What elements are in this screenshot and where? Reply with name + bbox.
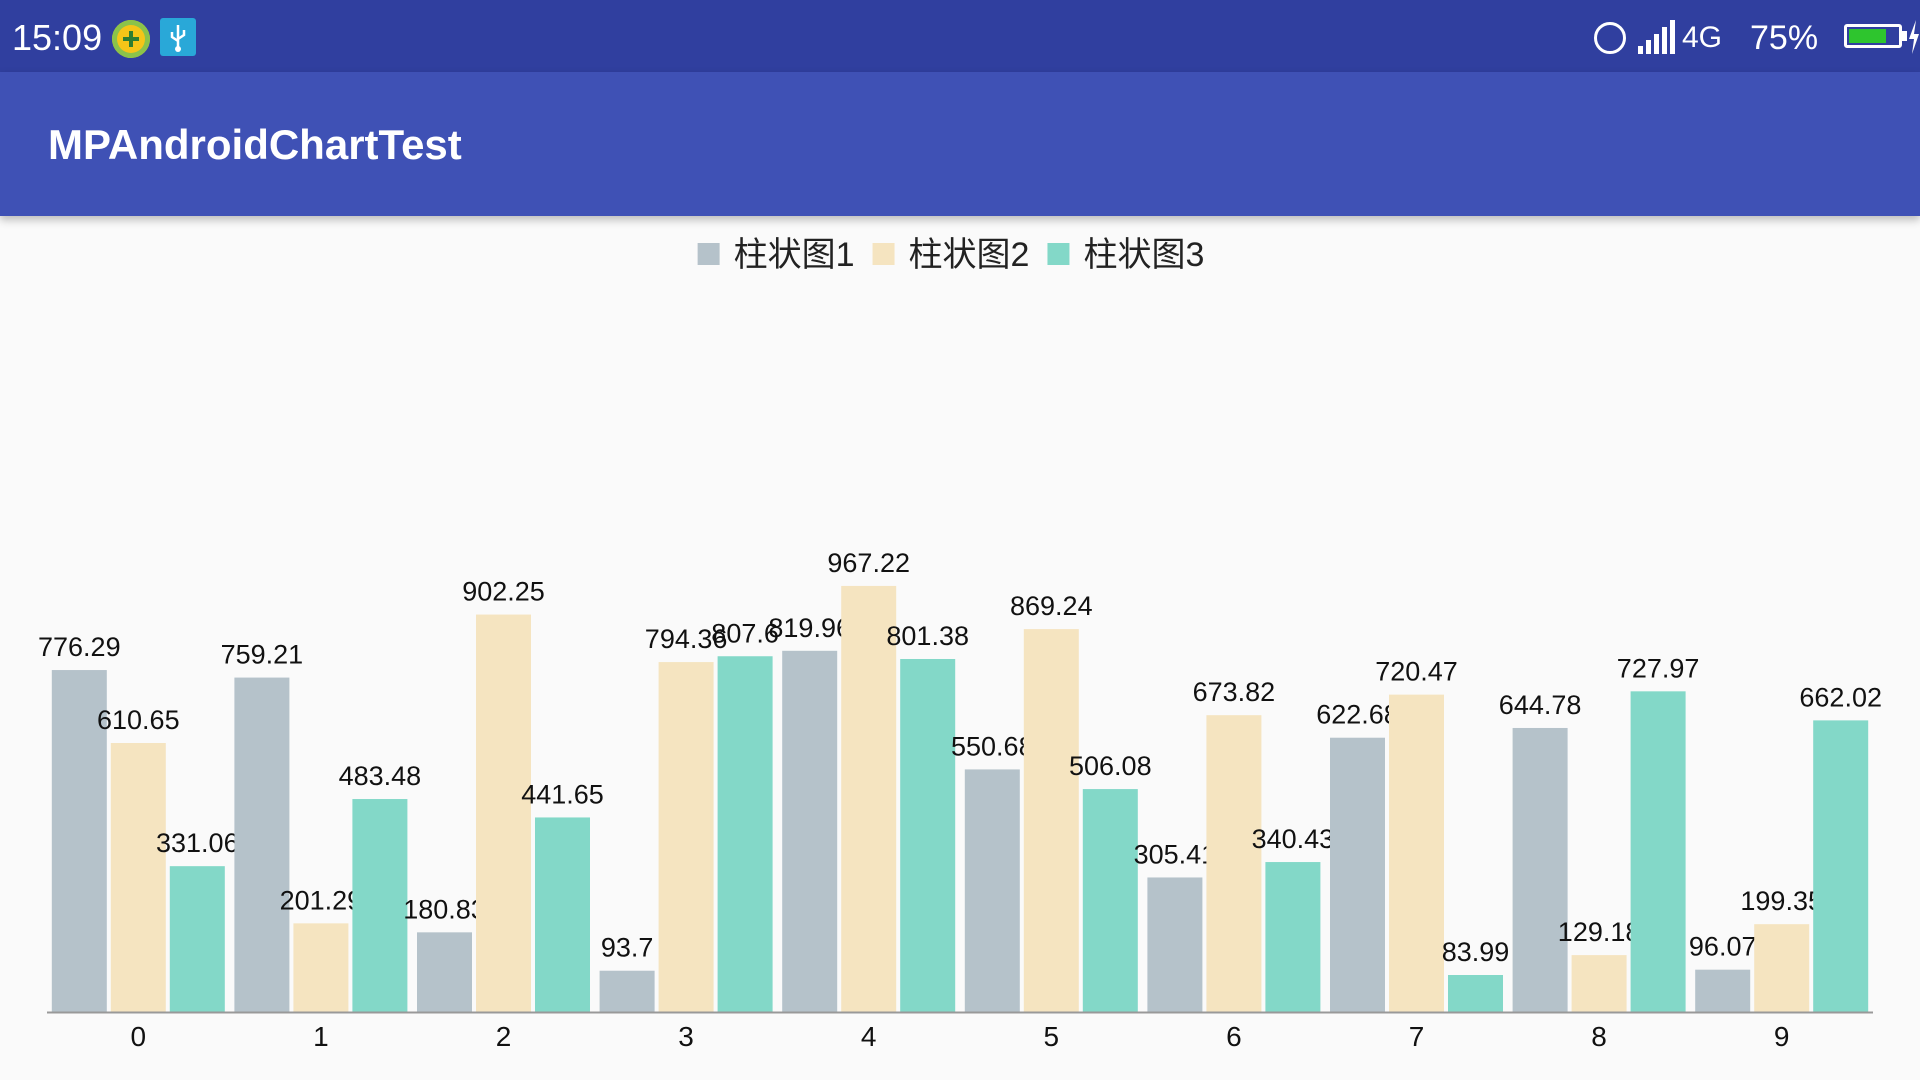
data-label: 801.38: [886, 621, 969, 651]
data-label: 93.7: [601, 933, 654, 963]
data-label: 869.24: [1010, 591, 1093, 621]
x-tick-label: 6: [1226, 1021, 1242, 1052]
bar: [1448, 975, 1503, 1012]
legend-swatch: [872, 243, 895, 265]
data-label: 819.96: [768, 613, 851, 643]
legend: 柱状图1 柱状图2 柱状图3: [697, 236, 1204, 274]
network-type: 4G: [1682, 21, 1723, 54]
signal-icon: [1638, 20, 1678, 54]
data-label: 83.99: [1442, 937, 1510, 967]
bar: [1571, 955, 1627, 1012]
bar: [599, 970, 655, 1012]
data-label: 180.83: [403, 894, 486, 924]
bar: [1512, 727, 1568, 1012]
bar: [1389, 694, 1444, 1012]
bar: [293, 923, 349, 1012]
bar: [1265, 862, 1321, 1012]
plus-icon: [112, 20, 150, 58]
data-label: 96.07: [1689, 932, 1757, 962]
battery-tip: [1902, 31, 1907, 41]
bar: [234, 677, 290, 1012]
data-label: 644.78: [1499, 690, 1582, 720]
status-icons: 4G 75%: [1580, 0, 1920, 72]
bar: [1330, 737, 1385, 1012]
data-label: 331.06: [156, 828, 239, 858]
data-label: 794.36: [645, 624, 728, 654]
data-label: 673.82: [1193, 677, 1276, 707]
data-label: 550.68: [951, 731, 1034, 761]
usb-icon: [160, 18, 196, 56]
data-label: 199.35: [1740, 886, 1823, 916]
x-tick-label: 8: [1591, 1021, 1607, 1052]
bar: [1630, 691, 1686, 1012]
bar: [782, 650, 838, 1012]
bar: [717, 656, 773, 1012]
data-label: 776.29: [38, 632, 121, 662]
bar: [658, 662, 714, 1012]
charging-icon: [1908, 20, 1920, 54]
bar: [1206, 715, 1262, 1012]
alarm-icon: [1594, 22, 1626, 54]
bar: [841, 585, 897, 1012]
bar: [1082, 789, 1138, 1012]
bar: [1147, 877, 1203, 1012]
bar-chart: 柱状图1 柱状图2 柱状图3 776.29 610.65 331.06 0 759.21 201…: [38, 236, 1882, 1052]
bar: [535, 817, 590, 1012]
legend-label: 柱状图3: [1083, 236, 1204, 274]
bar: [110, 743, 166, 1012]
bar: [1695, 969, 1751, 1012]
status-bar: 15:09 4G 75%: [0, 0, 1920, 72]
data-label: 129.18: [1558, 917, 1641, 947]
status-time: 15:09: [12, 17, 103, 58]
data-label: 201.29: [280, 885, 363, 915]
legend-label: 柱状图2: [909, 236, 1030, 274]
x-tick-label: 0: [131, 1021, 147, 1052]
bar: [352, 799, 408, 1012]
app-title: MPAndroidChartTest: [48, 121, 462, 168]
bar: [964, 769, 1020, 1012]
bar: [476, 614, 531, 1012]
data-label: 506.08: [1069, 751, 1152, 781]
data-label: 720.47: [1375, 657, 1458, 687]
bar: [1813, 720, 1869, 1012]
data-label: 622.68: [1316, 700, 1399, 730]
x-tick-label: 3: [678, 1021, 694, 1052]
bar: [1023, 629, 1079, 1012]
bar: [900, 658, 956, 1012]
battery-icon: [1844, 24, 1902, 48]
bar: [51, 670, 107, 1012]
legend-swatch: [697, 243, 720, 265]
bar: [1754, 924, 1810, 1012]
data-label: 340.43: [1252, 824, 1335, 854]
x-tick-label: 2: [496, 1021, 512, 1052]
x-tick-label: 4: [861, 1021, 877, 1052]
x-tick-label: 1: [313, 1021, 329, 1052]
data-label: 807.6: [711, 618, 779, 648]
data-label: 902.25: [462, 577, 545, 607]
data-label: 727.97: [1617, 653, 1700, 683]
x-tick-label: 9: [1774, 1021, 1790, 1052]
bar: [417, 932, 472, 1012]
legend-label: 柱状图1: [734, 236, 855, 274]
legend-swatch: [1047, 243, 1070, 265]
x-tick-label: 7: [1409, 1021, 1425, 1052]
data-label: 441.65: [521, 779, 604, 809]
data-label: 967.22: [827, 548, 910, 578]
data-label: 759.21: [221, 640, 304, 670]
data-label: 305.41: [1134, 839, 1217, 869]
bar: [169, 866, 225, 1012]
data-label: 610.65: [97, 705, 180, 735]
battery-percentage: 75%: [1750, 19, 1819, 57]
x-tick-label: 5: [1044, 1021, 1060, 1052]
data-label: 483.48: [339, 761, 422, 791]
data-label: 662.02: [1799, 682, 1882, 712]
app-bar: MPAndroidChartTest: [0, 72, 1920, 216]
